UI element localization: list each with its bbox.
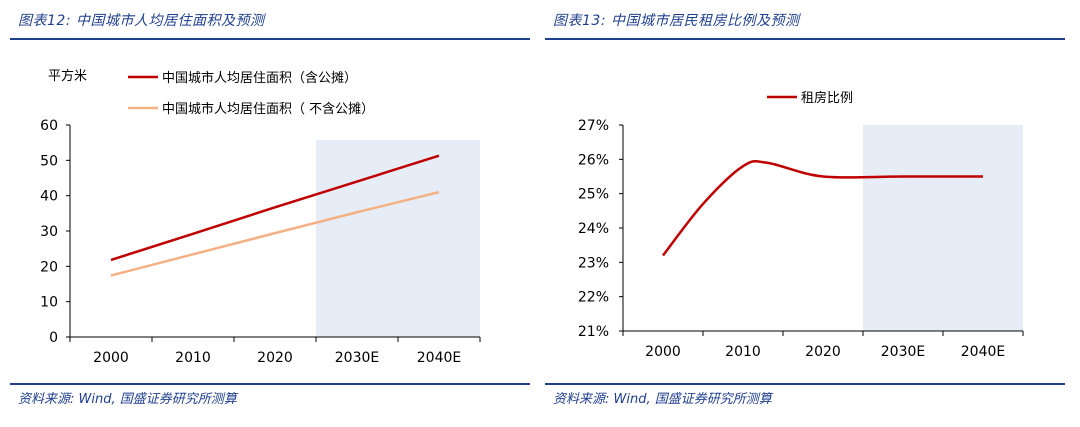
y-tick-label: 60 bbox=[40, 118, 58, 134]
left-top-rule bbox=[10, 38, 530, 40]
y-tick-label: 20 bbox=[40, 259, 58, 275]
forecast-shade bbox=[863, 125, 1023, 331]
x-tick-label: 2000 bbox=[645, 344, 681, 360]
series-line-1 bbox=[110, 154, 440, 262]
y-tick-label: 30 bbox=[40, 224, 58, 240]
legend-label-1: 租房比例 bbox=[801, 90, 853, 106]
series-line-1 bbox=[662, 160, 983, 257]
x-tick-label: 2030E bbox=[335, 350, 379, 366]
legend-label-1: 中国城市人均居住面积（含公摊） bbox=[162, 70, 357, 86]
left-source: 资料来源: Wind, 国盛证券研究所测算 bbox=[18, 392, 237, 407]
x-tick-label: 2040E bbox=[961, 344, 1005, 360]
y-tick-label: 26% bbox=[578, 152, 609, 168]
y-tick-label: 0 bbox=[49, 330, 58, 346]
x-tick-label: 2010 bbox=[175, 350, 211, 366]
y-tick-label: 27% bbox=[578, 118, 609, 134]
right-source: 资料来源: Wind, 国盛证券研究所测算 bbox=[553, 392, 772, 407]
right-top-rule bbox=[545, 38, 1065, 40]
x-tick-label: 2000 bbox=[93, 350, 129, 366]
right-chart-title: 图表13: 中国城市居民租房比例及预测 bbox=[553, 13, 800, 29]
left-chart: 0 10 20 30 40 50 60 2000 2010 2020 2030E 2040E 平方米… bbox=[40, 68, 481, 366]
y-tick-label: 25% bbox=[578, 187, 609, 203]
left-panel: 图表12: 中国城市人均居住面积及预测 0 10 20 30 40 50 60 2000 20… bbox=[10, 0, 530, 427]
left-bottom-rule bbox=[10, 383, 530, 385]
left-chart-title: 图表12: 中国城市人均居住面积及预测 bbox=[18, 13, 265, 29]
y-tick-label: 23% bbox=[578, 255, 609, 271]
legend-label-2: 中国城市人均居住面积（ 不含公摊） bbox=[162, 101, 374, 117]
right-panel: 图表13: 中国城市居民租房比例及预测 21% 22% 23% 24% 25% 26% 27… bbox=[545, 0, 1065, 427]
y-tick-label: 21% bbox=[578, 324, 609, 340]
y-tick-label: 22% bbox=[578, 290, 609, 306]
x-tick-label: 2010 bbox=[725, 344, 761, 360]
x-tick-label: 2040E bbox=[417, 350, 461, 366]
x-tick-label: 2020 bbox=[805, 344, 841, 360]
y-tick-label: 50 bbox=[40, 153, 58, 169]
right-chart: 21% 22% 23% 24% 25% 26% 27% 2000 2010 2020 2030E 2… bbox=[578, 90, 1024, 360]
y-axis-label: 平方米 bbox=[48, 68, 87, 84]
x-tick-label: 2030E bbox=[881, 344, 925, 360]
forecast-shade bbox=[316, 140, 480, 337]
y-tick-label: 24% bbox=[578, 221, 609, 237]
series-line-2 bbox=[110, 190, 440, 277]
y-tick-label: 40 bbox=[40, 189, 58, 205]
right-bottom-rule bbox=[545, 383, 1065, 385]
x-tick-label: 2020 bbox=[257, 350, 293, 366]
y-tick-label: 10 bbox=[40, 295, 58, 311]
